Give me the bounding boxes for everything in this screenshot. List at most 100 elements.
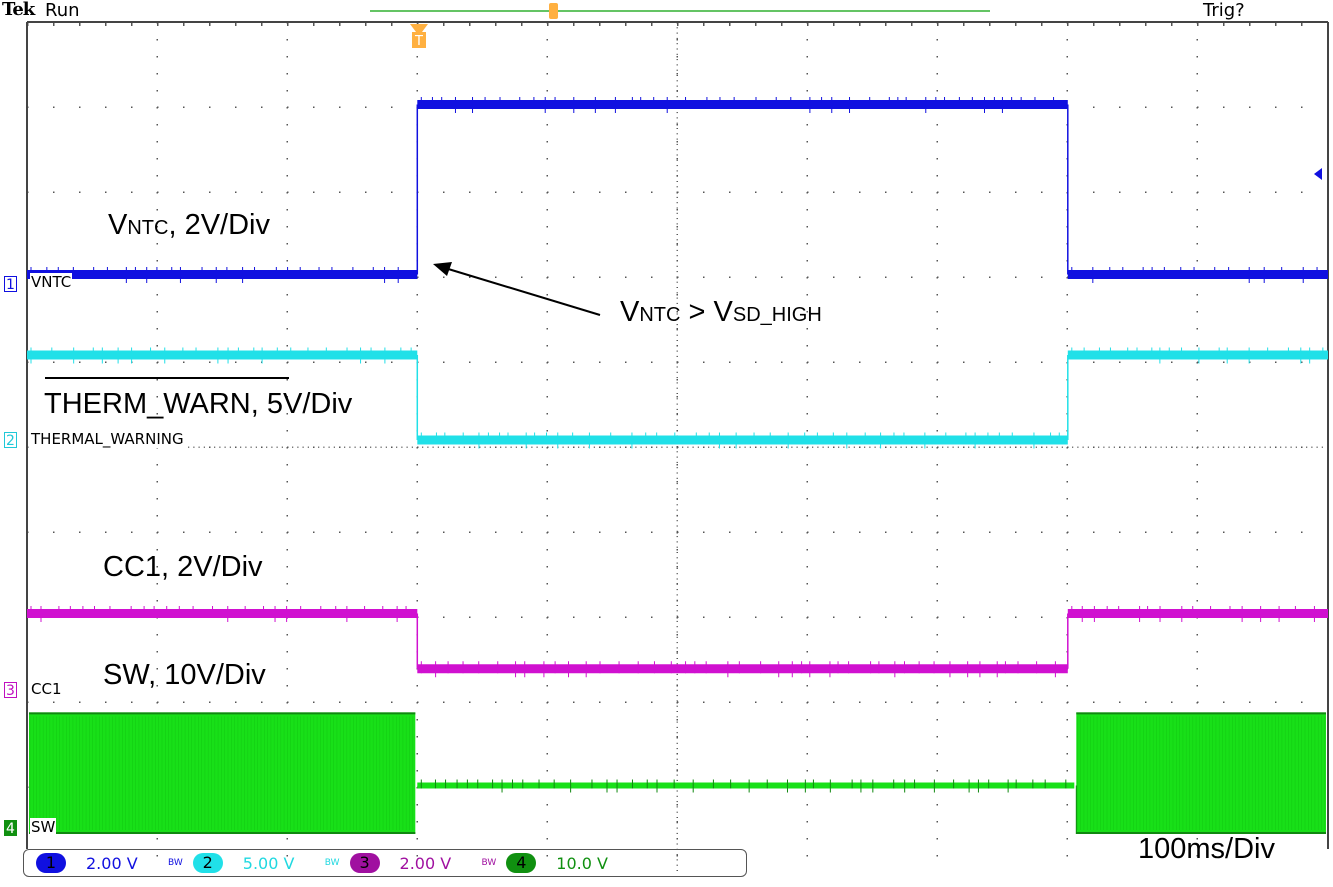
center-tick [676,737,678,739]
center-tick [864,446,866,448]
grid-dot [676,736,678,738]
grid-dot [156,158,158,160]
center-tick [676,154,678,156]
center-tick [676,234,678,235]
center-tick [755,446,756,448]
grid-dot [833,616,835,618]
grid-dot [806,413,808,415]
grid-dot [806,753,808,755]
grid-dot [1171,191,1173,193]
ch3-badge[interactable]: 3 [349,853,380,873]
grid-dot [286,328,288,330]
center-tick [676,43,678,45]
grid-dot [105,531,107,533]
center-tick [209,446,210,448]
grid-dot [885,191,887,193]
center-tick [401,446,403,448]
sw-switching-envelope [1076,712,1326,834]
ch4-badge[interactable]: 4 [506,853,537,873]
center-tick [1264,446,1266,448]
grid-dot [286,498,288,500]
grid-dot [599,616,601,618]
center-tick [859,446,860,448]
grid-dot [469,276,471,278]
center-tick [676,302,678,304]
timebase-label: 100ms/Div [1138,833,1275,865]
grid-dot [1066,39,1068,41]
center-tick [994,446,996,448]
grid-dot [183,701,185,703]
grid-dot [1015,531,1017,533]
center-tick [1197,446,1198,448]
ch3-scale: 2.00 V [399,853,452,873]
grid-dot [806,39,808,41]
grid-dot [936,821,938,823]
grid-dot [131,531,133,533]
grid-dot [1301,701,1303,703]
grid-dot [286,583,288,585]
center-tick [781,446,782,448]
trace-vntc-level [417,100,1068,109]
grid-dot [416,736,418,738]
grid-dot [806,56,808,58]
grid-dot [1196,90,1198,92]
grid-dot [729,616,731,618]
grid-dot [53,531,55,533]
grid-dot [1093,191,1095,193]
grid-dot [885,616,887,618]
grid-dot [1041,701,1043,703]
grid-dot [1196,328,1198,330]
center-tick [1295,446,1297,448]
grid-dot [1066,719,1068,721]
grid-dot [521,531,523,533]
grid-dot [781,276,783,278]
grid-dot [156,600,158,602]
center-tick [671,446,673,448]
ch1-badge[interactable]: 1 [36,853,66,873]
ch1-marker[interactable]: 1 [4,276,17,293]
grid-dot [79,106,81,108]
center-tick [723,446,725,448]
grid-tick [1301,22,1303,26]
ch2-badge[interactable]: 2 [192,853,223,873]
grid-tick [859,22,861,26]
center-tick [676,520,678,522]
grid-dot [729,531,731,533]
center-tick [833,446,834,448]
grid-dot [156,90,158,92]
grid-dot [156,498,158,500]
center-tick [676,647,678,649]
grid-dot [676,651,678,653]
grid-dot [1196,549,1198,551]
grid-dot [936,260,938,262]
grid-dot [313,361,315,363]
grid-tick [937,22,939,26]
center-tick [947,446,949,448]
grid-dot [755,616,757,618]
grid-dot [936,719,938,721]
grid-dot [1066,566,1068,568]
grid-dot [546,90,548,92]
center-tick [676,838,678,840]
center-tick [676,419,678,421]
ch2-marker[interactable]: 2 [4,432,17,449]
trigger-level-arrow [1314,168,1322,180]
grid-dot [1196,124,1198,126]
grid-dot [339,106,341,108]
center-tick [1165,446,1167,448]
ch4-marker[interactable]: 4 [4,820,17,837]
grid-dot [157,106,159,108]
grid-dot [1196,73,1198,75]
center-tick [1290,446,1292,448]
grid-dot [339,531,341,533]
grid-dot [781,701,783,703]
grid-tick [911,22,913,26]
center-tick [676,583,678,585]
center-tick [500,446,502,448]
center-tick [676,159,678,161]
ch3-marker[interactable]: 3 [4,682,17,699]
grid-dot [1249,106,1251,108]
grid-dot [806,804,808,806]
center-tick [396,446,398,448]
